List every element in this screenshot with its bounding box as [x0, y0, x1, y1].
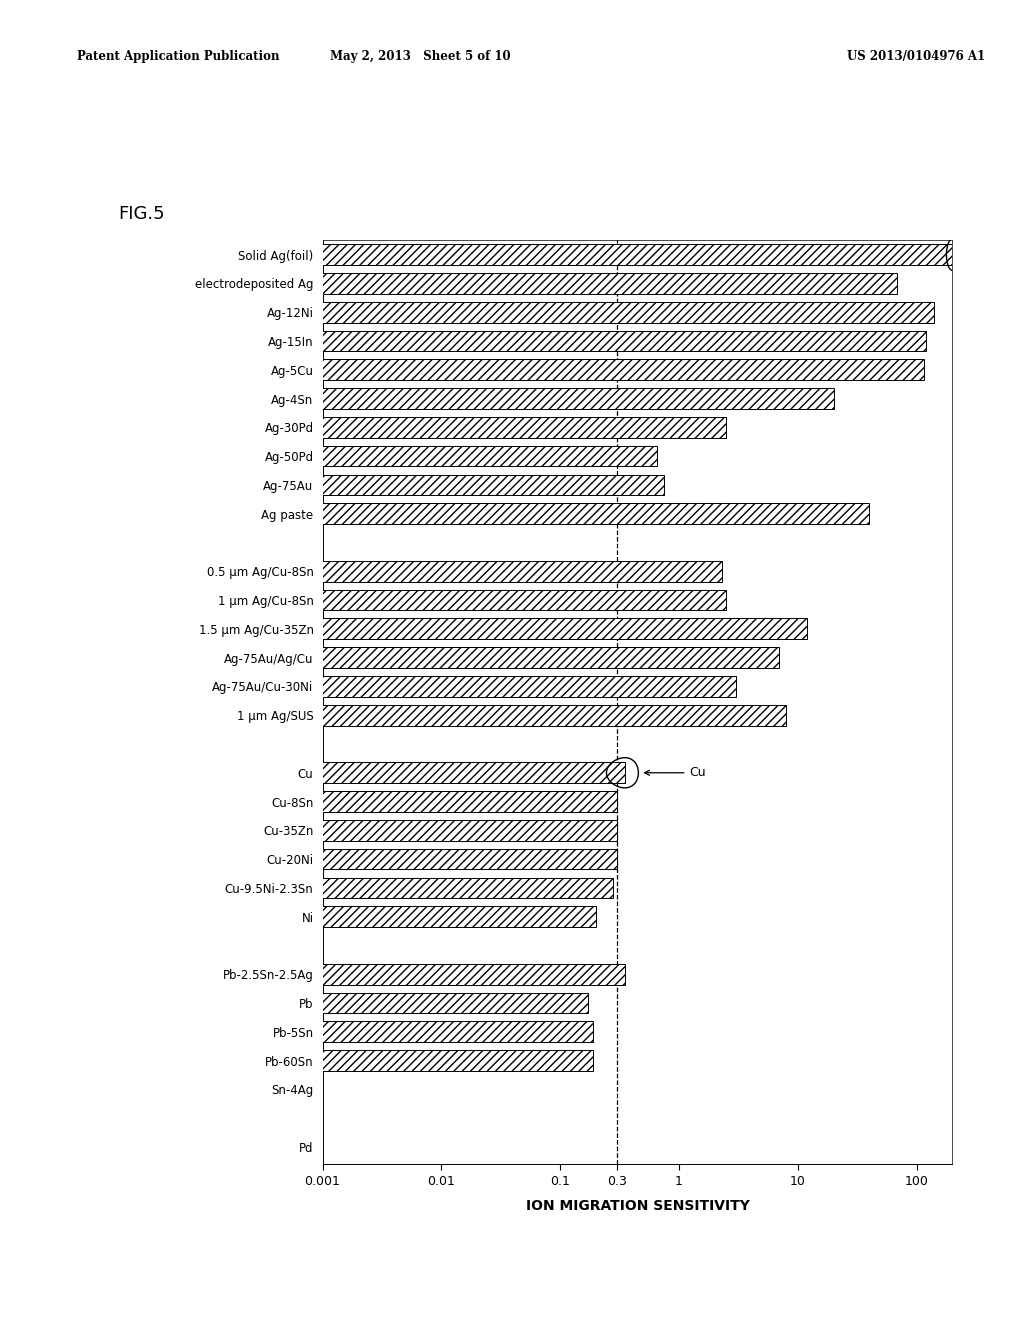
Text: FIG.5: FIG.5 [118, 205, 165, 223]
Bar [0, 1022, 593, 1043]
Text: Cu: Cu [644, 767, 707, 779]
Text: Patent Application Publication: Patent Application Publication [77, 50, 280, 63]
Bar [0, 330, 926, 351]
Bar [0, 647, 779, 668]
Bar [0, 561, 722, 582]
Bar [0, 993, 588, 1014]
Bar [0, 849, 616, 870]
Text: US 2013/0104976 A1: US 2013/0104976 A1 [848, 50, 985, 63]
Bar [0, 676, 735, 697]
Bar [0, 302, 934, 322]
Bar [0, 417, 726, 438]
X-axis label: ION MIGRATION SENSITIVITY: ION MIGRATION SENSITIVITY [525, 1199, 750, 1213]
Bar [0, 388, 834, 409]
Text: May 2, 2013   Sheet 5 of 10: May 2, 2013 Sheet 5 of 10 [330, 50, 510, 63]
Bar [0, 763, 625, 783]
Bar [0, 964, 625, 985]
Bar [0, 820, 616, 841]
Bar [0, 446, 656, 466]
Bar [0, 359, 924, 380]
Bar [0, 244, 952, 265]
Bar [0, 791, 616, 812]
Bar [0, 475, 665, 495]
Bar [0, 907, 596, 927]
Bar [0, 619, 807, 639]
Bar [0, 590, 726, 610]
Bar [0, 705, 786, 726]
Bar [0, 1051, 593, 1071]
Bar [0, 878, 613, 899]
Bar [0, 273, 897, 294]
Bar [0, 503, 869, 524]
